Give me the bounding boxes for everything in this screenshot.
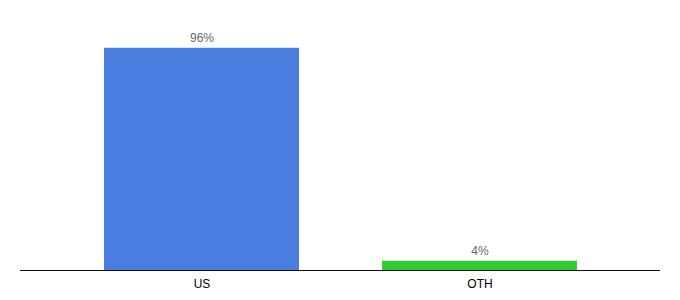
svg-text:4%: 4% xyxy=(471,244,489,258)
svg-text:US: US xyxy=(194,277,211,291)
svg-text:96%: 96% xyxy=(190,31,214,45)
svg-text:OTH: OTH xyxy=(467,277,492,291)
